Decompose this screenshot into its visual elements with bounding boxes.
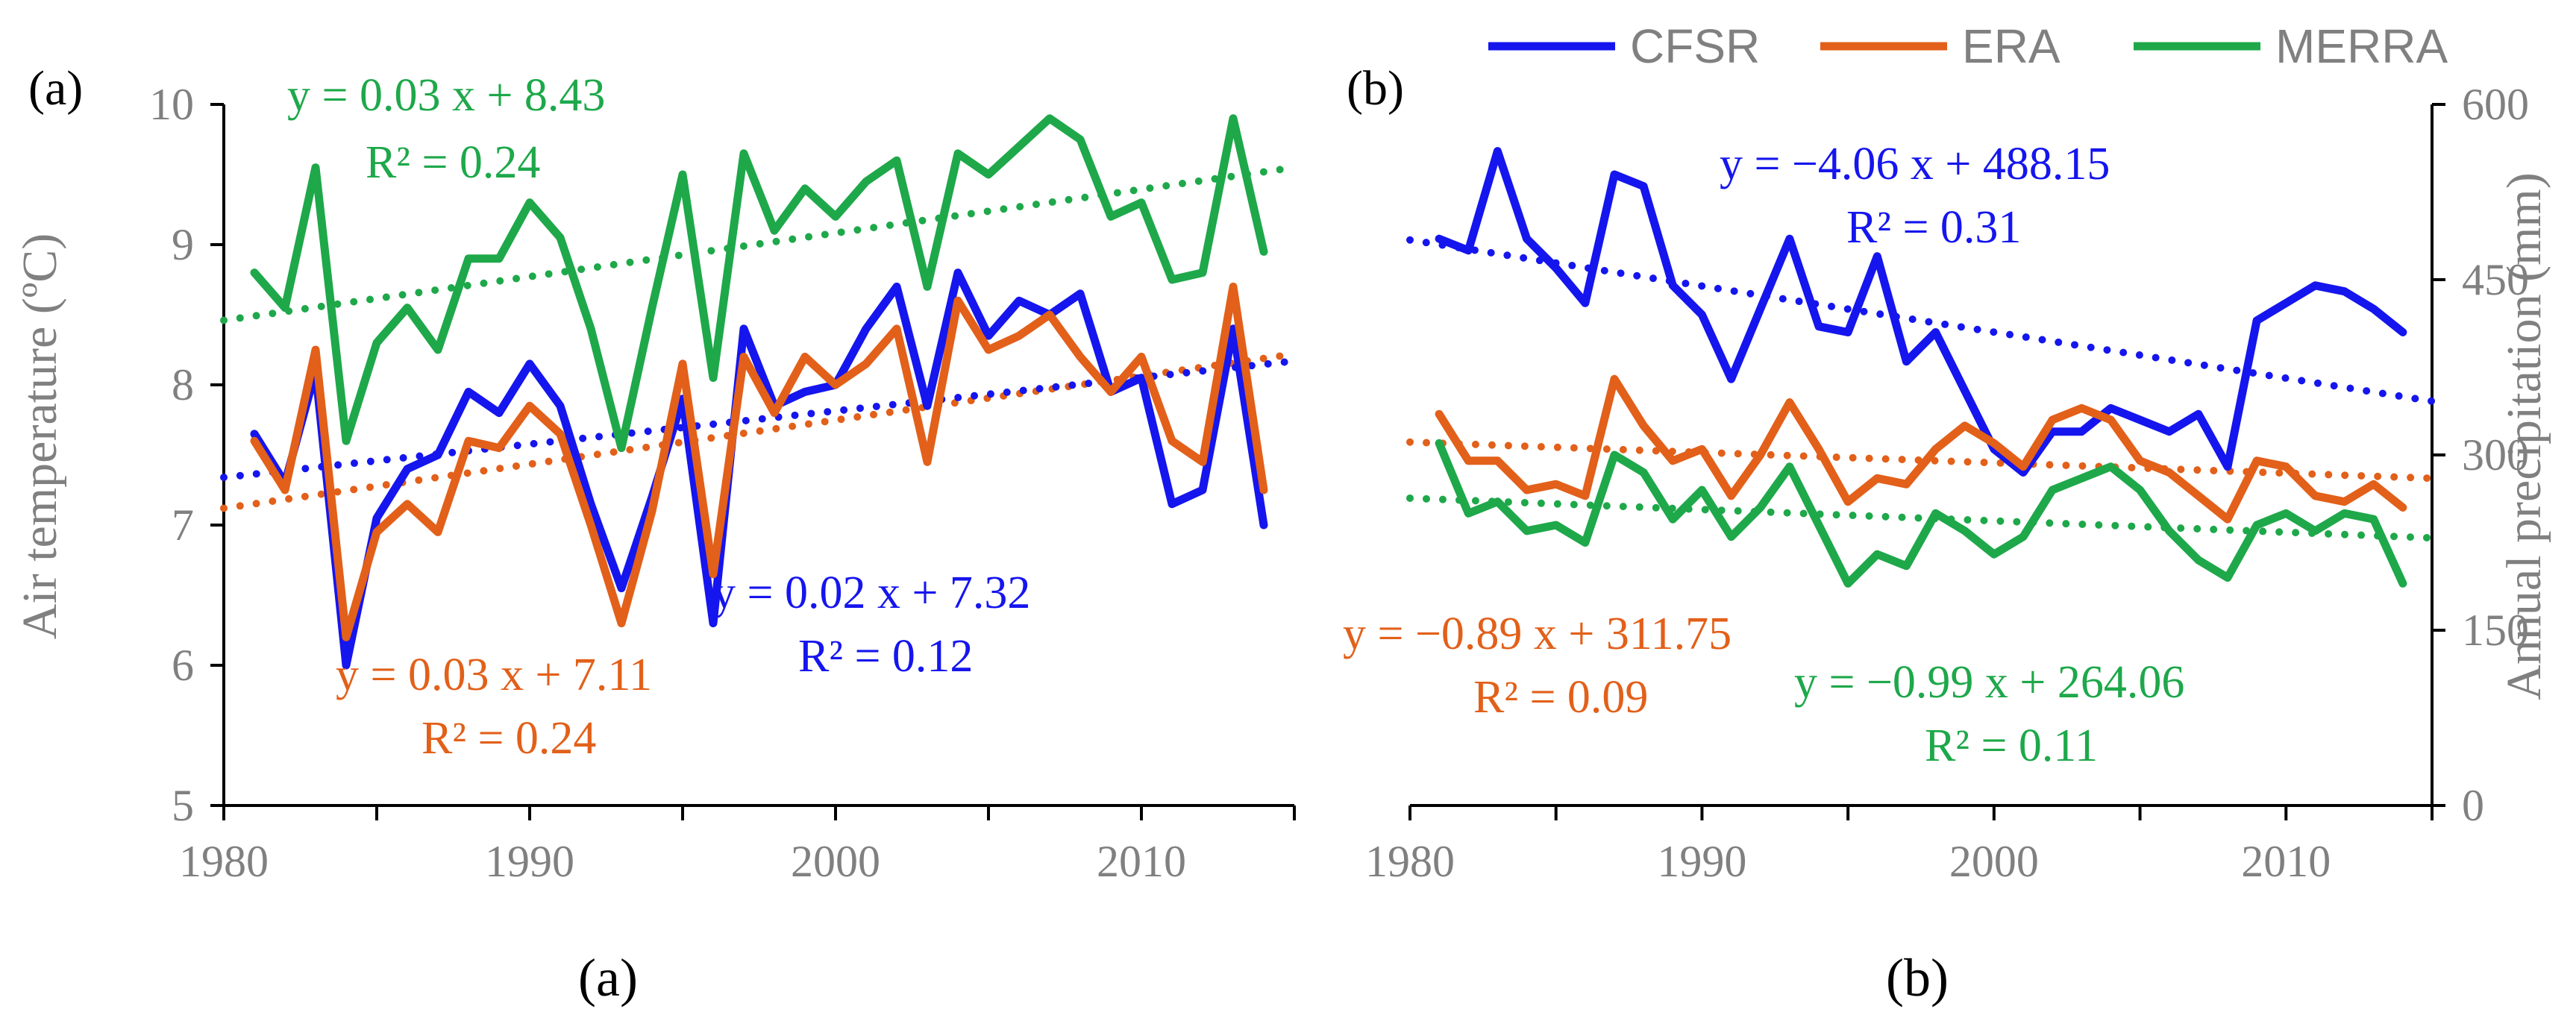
- x-tick-label: 2010: [1097, 837, 1186, 886]
- y-tick-label: 7: [172, 500, 194, 550]
- r2-text: R² = 0.24: [422, 713, 596, 764]
- series-line-merra: [250, 114, 1268, 453]
- series-line-cfsr: [250, 268, 1268, 670]
- x-tick-label: 1990: [485, 837, 574, 886]
- series-line-merra: [1435, 439, 2407, 588]
- y-tick-label: 150: [2462, 606, 2529, 655]
- equation-text: y = 0.03 x + 8.43: [287, 70, 605, 121]
- r2-text: R² = 0.12: [798, 631, 973, 682]
- x-tick-label: 1990: [1657, 837, 1746, 886]
- y-tick-label: 300: [2462, 430, 2529, 480]
- panel-a-chart: 1980 1990 2000 2010 5 6 7 8 9 10 Air temperature …: [13, 61, 1298, 1008]
- series-line-era: [250, 282, 1268, 641]
- legend-label-merra: MERRA: [2275, 19, 2448, 73]
- panel-a-equation-cfsr: y = 0.02 x + 7.32 R² = 0.12: [712, 568, 1030, 682]
- y-tick-label: 5: [172, 781, 194, 830]
- panel-a-tag: (a): [28, 61, 83, 116]
- y-tick-label: 600: [2462, 80, 2529, 129]
- series-line-era: [1435, 374, 2407, 524]
- panel-a-equation-merra: y = 0.03 x + 8.43 R² = 0.24: [287, 70, 605, 188]
- y-tick-label: 9: [172, 220, 194, 269]
- panel-a-ylabel: Air temperature (ºC): [13, 233, 67, 640]
- r2-text: R² = 0.09: [1473, 672, 1648, 723]
- panel-b-chart: 1980 1990 2000 2010 0 150 300 450 600 Annual pre…: [1343, 61, 2551, 1008]
- series-line-cfsr: [1435, 147, 2407, 477]
- x-tick-label: 2000: [1949, 837, 2039, 886]
- y-tick-label: 10: [149, 80, 194, 129]
- y-tick-label: 0: [2462, 781, 2484, 830]
- legend-label-era: ERA: [1962, 19, 2061, 73]
- equation-text: y = −0.89 x + 311.75: [1343, 609, 1732, 659]
- panel-a-axes: 1980 1990 2000 2010 5 6 7 8 9 10: [149, 80, 1296, 886]
- panel-b-equation-merra: y = −0.99 x + 264.06 R² = 0.11: [1794, 657, 2184, 771]
- panel-b-axes: 1980 1990 2000 2010 0 150 300 450 600: [1365, 80, 2529, 886]
- equation-text: y = 0.02 x + 7.32: [712, 568, 1030, 618]
- panel-b-trendlines: [1406, 236, 2436, 542]
- y-tick-label: 6: [172, 641, 194, 690]
- r2-text: R² = 0.24: [366, 137, 540, 188]
- equation-text: y = −4.06 x + 488.15: [1720, 139, 2110, 189]
- legend-label-cfsr: CFSR: [1630, 19, 1760, 73]
- panel-a-equation-era: y = 0.03 x + 7.11 R² = 0.24: [336, 650, 652, 764]
- panel-b-series: [1435, 147, 2407, 588]
- r2-text: R² = 0.31: [1846, 202, 2021, 253]
- panel-b-equation-cfsr: y = −4.06 x + 488.15 R² = 0.31: [1720, 139, 2110, 253]
- x-tick-label: 2010: [2241, 837, 2331, 886]
- legend: CFSR ERA MERRA: [1488, 19, 2448, 73]
- trendline-merra: [220, 163, 1298, 324]
- y-tick-label: 450: [2462, 255, 2529, 304]
- panel-a-series: [250, 114, 1268, 670]
- trendline-era: [1406, 438, 2436, 483]
- panel-b-caption: (b): [1886, 948, 1949, 1008]
- equation-text: y = 0.03 x + 7.11: [336, 650, 652, 700]
- x-tick-label: 1980: [179, 837, 269, 886]
- trendline-merra: [1406, 494, 2436, 542]
- trendline-cfsr: [1406, 236, 2436, 405]
- x-tick-label: 2000: [791, 837, 880, 886]
- trendline-cfsr: [220, 357, 1298, 482]
- panel-a-caption: (a): [578, 948, 638, 1008]
- y-tick-label: 8: [172, 360, 194, 409]
- x-tick-label: 1980: [1365, 837, 1455, 886]
- panel-b-tag: (b): [1347, 61, 1404, 116]
- panel-b-ylabel: Annual precipitation (mm): [2497, 172, 2551, 700]
- equation-text: y = −0.99 x + 264.06: [1794, 657, 2184, 708]
- r2-text: R² = 0.11: [1925, 720, 2098, 771]
- panel-b-equation-era: y = −0.89 x + 311.75 R² = 0.09: [1343, 609, 1732, 723]
